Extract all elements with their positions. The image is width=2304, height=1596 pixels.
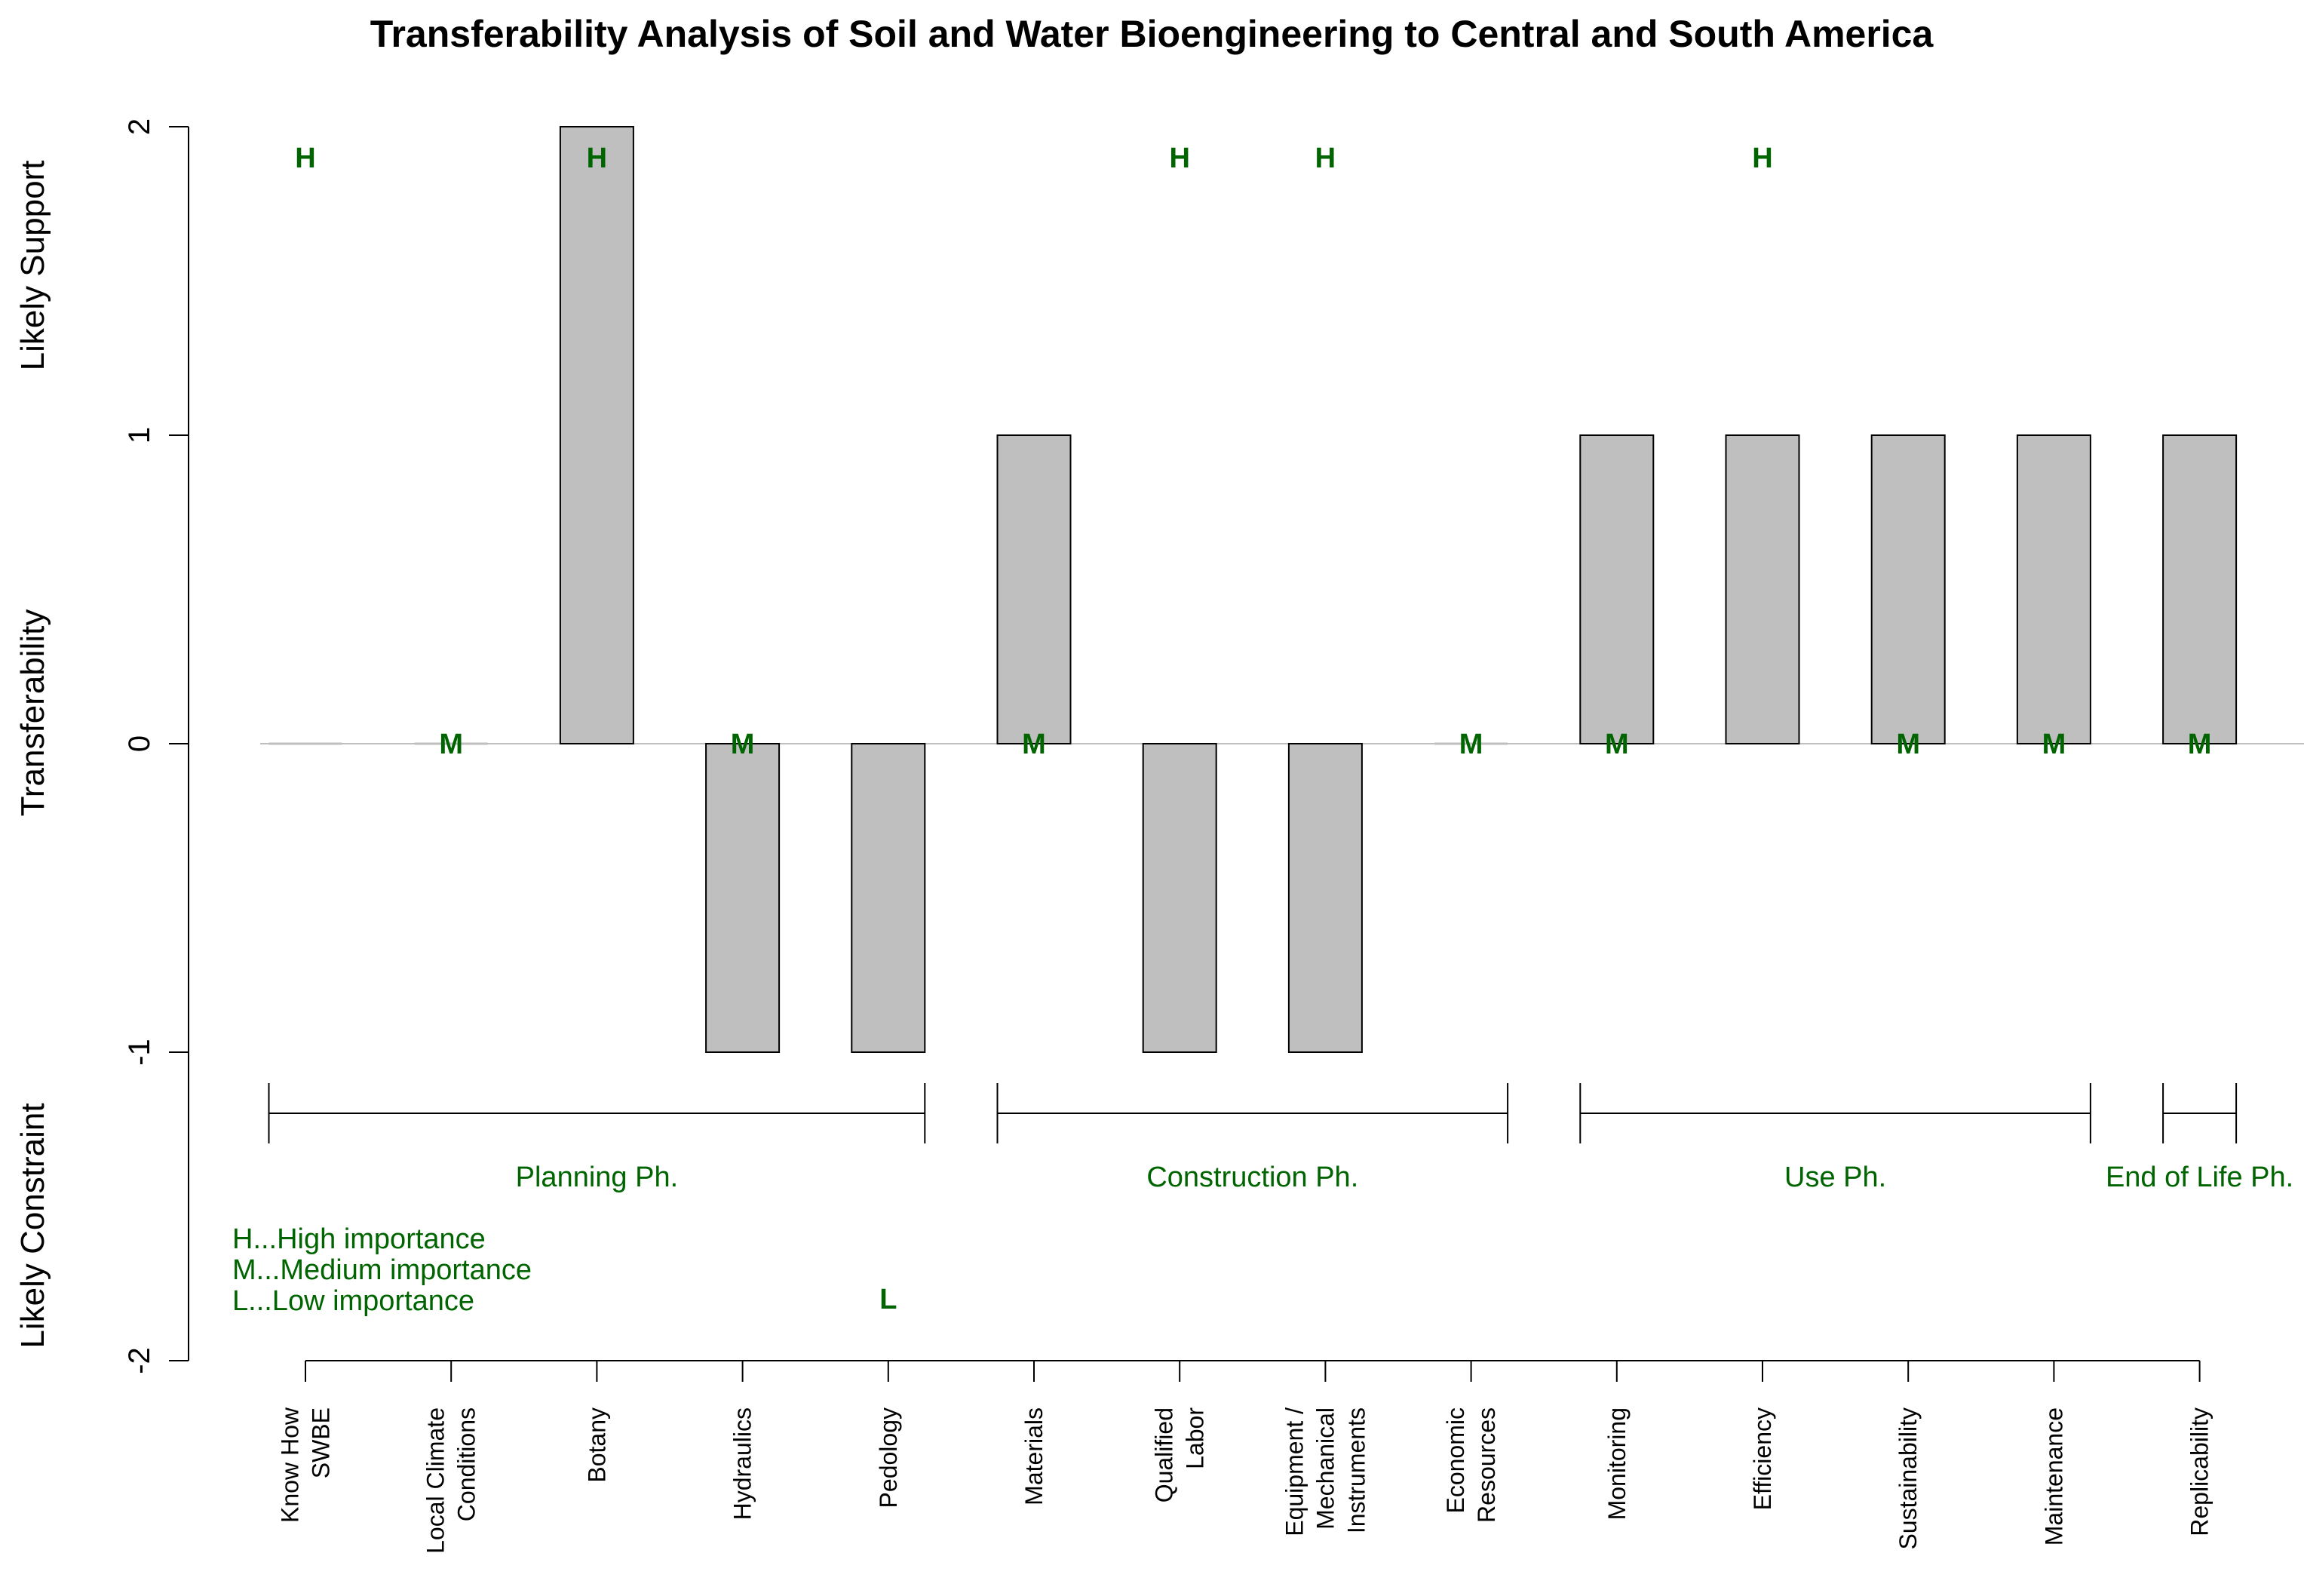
x-tick-label: Sustainability <box>1894 1407 1922 1550</box>
x-axis: Know How SWBE Local Climate Conditions Botan… <box>277 1360 2213 1554</box>
importance-label: L <box>879 1284 897 1315</box>
x-tick-label: Efficiency <box>1749 1407 1776 1510</box>
phase-brackets: Planning Ph. Construction Ph. Use Ph. End o… <box>268 1083 2293 1193</box>
legend-item: L...Low importance <box>232 1285 474 1317</box>
x-tick-label: Botany <box>583 1407 610 1483</box>
x-tick-label: SWBE <box>308 1407 335 1478</box>
importance-label: M <box>2042 729 2066 760</box>
x-tick-label: Equipment / <box>1281 1407 1308 1536</box>
importance-label: M <box>1459 729 1483 760</box>
importance-label: H <box>587 143 607 174</box>
chart-title: Transferability Analysis of Soil and Wat… <box>370 13 1934 55</box>
importance-label: M <box>1605 729 1629 760</box>
x-tick-label: Materials <box>1020 1407 1048 1505</box>
y-tick-label: -2 <box>123 1347 156 1374</box>
x-tick-label: Hydraulics <box>729 1407 756 1520</box>
importance-label: H <box>1315 143 1336 174</box>
y-axis: 2 1 0 -1 -2 <box>123 118 189 1374</box>
bar <box>1142 743 1217 1053</box>
bar <box>1579 434 1655 744</box>
x-tick-label: Mechanical <box>1312 1407 1339 1530</box>
y-tick-label: 0 <box>123 735 156 752</box>
phase-label: Construction Ph. <box>1146 1162 1358 1193</box>
importance-label: M <box>2188 729 2212 760</box>
importance-label: M <box>439 729 463 760</box>
x-tick-label: Replicability <box>2186 1407 2213 1536</box>
bar <box>559 126 634 744</box>
bar <box>1725 434 1800 744</box>
y-label-transferability: Transferability <box>14 609 51 817</box>
x-tick-label: Resources <box>1473 1407 1500 1523</box>
x-tick-label: Instruments <box>1342 1407 1370 1533</box>
y-tick-label: 1 <box>123 427 156 444</box>
bar <box>705 743 781 1053</box>
legend-item: M...Medium importance <box>232 1254 532 1286</box>
x-tick-label: Pedology <box>875 1407 902 1508</box>
x-tick-label: Local Climate <box>422 1407 449 1554</box>
phase-label: Use Ph. <box>1784 1162 1886 1193</box>
x-tick-label: Conditions <box>453 1407 480 1521</box>
y-tick-label: -1 <box>123 1039 156 1066</box>
x-tick-label: Economic <box>1442 1407 1469 1514</box>
bar <box>2016 434 2091 744</box>
importance-label: M <box>731 729 755 760</box>
importance-label: H <box>1752 143 1772 174</box>
importance-labels: H M H M L M H H M M H M M M <box>295 143 2211 1315</box>
legend-item: H...High importance <box>232 1223 486 1255</box>
importance-label: H <box>295 143 315 174</box>
y-tick-label: 2 <box>123 118 156 135</box>
y-label-constraint: Likely Constraint <box>14 1103 51 1348</box>
phase-label: Planning Ph. <box>516 1162 679 1193</box>
x-tick-label: Monitoring <box>1603 1407 1631 1520</box>
importance-label: M <box>1022 729 1046 760</box>
x-tick-label: Know How <box>277 1407 304 1523</box>
x-tick-label: Qualified <box>1151 1407 1178 1502</box>
bar <box>851 743 926 1053</box>
y-label-support: Likely Support <box>14 161 51 371</box>
phase-label: End of Life Ph. <box>2106 1162 2293 1193</box>
importance-label: M <box>1896 729 1920 760</box>
bar <box>1870 434 1946 744</box>
x-tick-label: Maintenance <box>2040 1407 2067 1545</box>
x-tick-label: Labor <box>1182 1407 1209 1469</box>
bars <box>268 126 2238 1053</box>
bar <box>996 434 1072 744</box>
bar <box>2162 434 2238 744</box>
importance-label: H <box>1169 143 1189 174</box>
bar <box>1287 743 1363 1053</box>
